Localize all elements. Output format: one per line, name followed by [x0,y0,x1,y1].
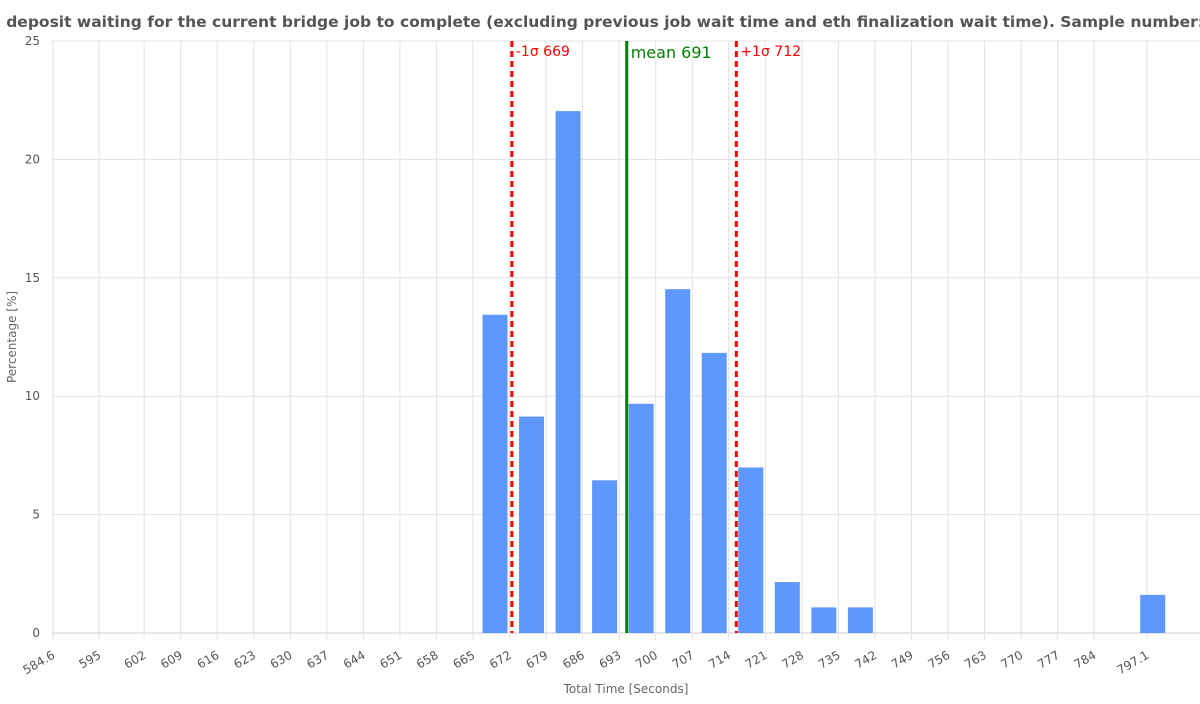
x-tick-label: 742 [852,648,879,672]
histogram-bar [774,582,800,633]
x-tick-label: 584.6 [21,648,58,677]
histogram-bar [665,289,691,633]
histogram-bar [847,607,873,633]
histogram-bar [1140,594,1166,633]
y-tick-label: 25 [25,34,40,48]
y-tick-label: 15 [25,271,40,285]
reference-lines: -1σ 669 mean 691 +1σ 712 [510,41,801,633]
histogram-bar [628,403,654,633]
x-tick-label: 616 [195,648,222,672]
x-tick-label: 700 [633,648,660,672]
x-tick-label: 658 [414,648,441,672]
reference-line-label: -1σ 669 [516,44,570,60]
x-tick-label: 672 [487,648,514,672]
x-tick-label: 728 [779,648,806,672]
histogram-bar [701,352,727,633]
histogram-bar [519,416,545,633]
x-axis-label: Total Time [Seconds] [563,682,689,696]
x-tick-label: 777 [1035,648,1062,672]
x-tick-label: 797.1 [1115,648,1152,677]
reference-line-label: +1σ 712 [740,44,801,60]
x-tick-label: 679 [524,648,551,672]
histogram-bar [482,314,508,633]
x-tick-label: 609 [158,648,185,672]
y-tick-label: 10 [25,389,40,403]
x-tick-label: 630 [268,648,295,672]
histogram-bar [738,467,764,633]
x-tick-label: 770 [999,648,1026,672]
x-tick-label: 644 [341,648,368,672]
y-axis-label: Percentage [%] [5,291,19,383]
histogram-bar [592,480,618,633]
y-tick-label: 5 [32,508,40,522]
x-tick-label: 721 [743,648,770,672]
x-tick-label: 637 [304,648,331,672]
reference-line-label: mean 691 [631,43,712,62]
x-tick-label: 595 [76,648,103,672]
x-tick-label: 749 [889,648,916,672]
y-tick-label: 0 [32,626,40,640]
x-tick-label: 693 [597,648,624,672]
x-tick-label: 623 [231,648,258,672]
chart-title: Time deposit waiting for the current bri… [0,13,1200,31]
x-tick-label: 714 [706,648,733,672]
x-tick-label: 763 [962,648,989,672]
x-tick-label: 735 [816,648,843,672]
x-tick-label: 686 [560,648,587,672]
histogram-bar [811,607,837,633]
x-tick-label: 651 [377,648,404,672]
bars [482,111,1166,634]
x-tick-label: 756 [925,648,952,672]
x-tick-label: 665 [450,648,477,672]
x-tick-label: 602 [122,648,149,672]
y-ticks: 0 5 10 15 20 25 [25,34,40,640]
grid [52,40,1200,641]
x-ticks: 584.6 595 602 609 616 623 630 637 644 651 658 665 67… [21,648,1152,677]
x-tick-label: 784 [1072,648,1099,672]
histogram-bar [555,111,581,634]
y-tick-label: 20 [25,152,40,166]
x-tick-label: 707 [670,648,697,672]
